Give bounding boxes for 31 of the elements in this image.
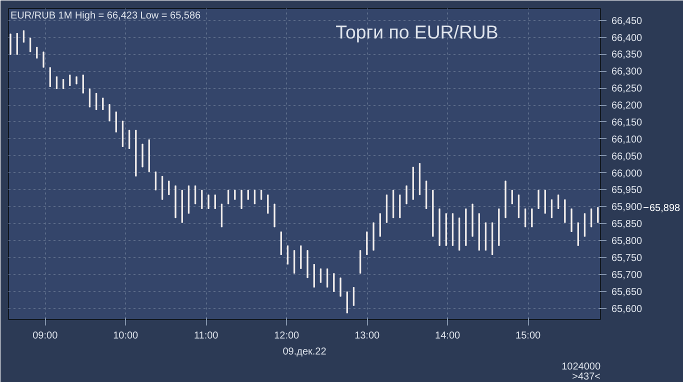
x-tick-label: 10:00 — [113, 330, 139, 342]
y-tick-label: 65,700 — [612, 270, 643, 281]
y-tick-label: 65,950 — [612, 185, 643, 196]
y-tick-label: 65,600 — [612, 304, 643, 315]
y-tick-label: 66,000 — [612, 168, 643, 180]
text: 1024000 — [562, 362, 601, 372]
annotation: Торги по EUR/RUB — [336, 22, 498, 42]
y-tick-label: 66,200 — [612, 100, 643, 112]
y-tick-label: 65,650 — [612, 286, 643, 298]
y-tick-label: 66,400 — [612, 32, 643, 44]
y-tick-label: 66,250 — [612, 84, 643, 95]
chart-title: EUR/RUB 1M High = 66,423 Low = 65,586 — [10, 10, 202, 22]
y-tick-label: 65,850 — [612, 219, 643, 230]
text: >437< — [572, 372, 601, 382]
y-tick-label: 66,100 — [612, 134, 643, 146]
y-tick-label: 66,350 — [612, 50, 643, 61]
x-tick-label: 12:00 — [274, 330, 300, 342]
x-tick-label: 11:00 — [194, 330, 219, 342]
y-tick-label: 66,050 — [612, 151, 643, 162]
x-axis-title: 09.дек.22 — [282, 346, 327, 358]
y-tick-label: 65,900 — [612, 202, 643, 214]
x-tick-label: 14:00 — [435, 330, 461, 342]
y-tick-label: 66,300 — [612, 66, 643, 78]
text: 65,898 — [650, 202, 681, 214]
y-tick-label: 65,750 — [612, 253, 643, 264]
y-tick-label: 66,150 — [612, 117, 643, 128]
y-tick-label: 66,450 — [612, 16, 643, 27]
x-tick-label: 15:00 — [516, 330, 542, 342]
x-tick-label: 09:00 — [32, 330, 58, 342]
y-tick-label: 65,800 — [612, 236, 643, 248]
x-tick-label: 13:00 — [354, 330, 380, 342]
